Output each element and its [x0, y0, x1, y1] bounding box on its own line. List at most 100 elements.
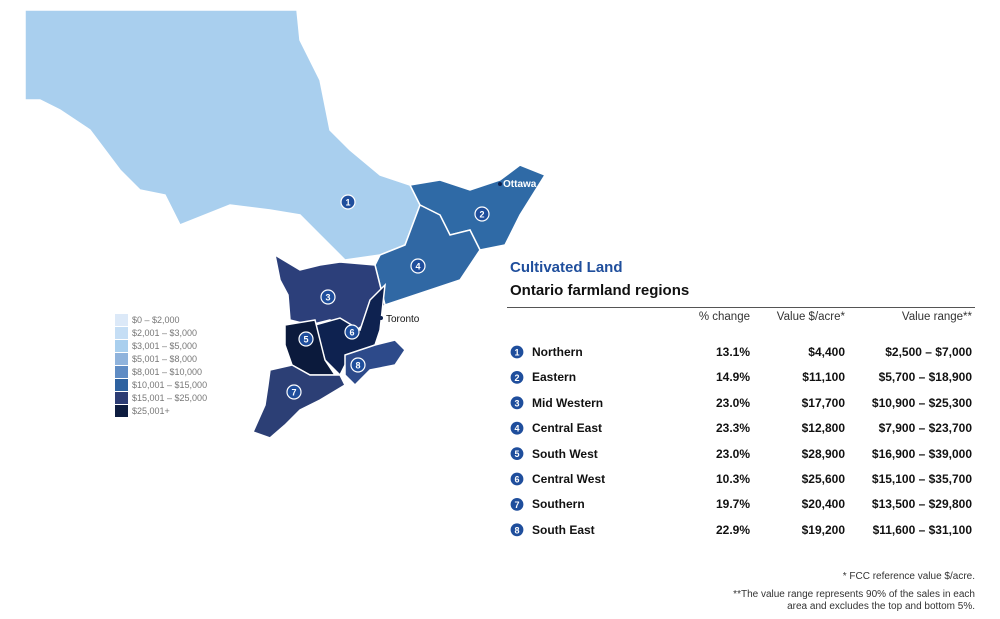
value-per-acre: $4,400	[808, 345, 845, 359]
badge	[509, 522, 525, 538]
badge	[509, 395, 525, 411]
legend-swatch	[115, 314, 128, 326]
badge	[509, 344, 525, 360]
badge	[298, 331, 314, 347]
region-name: Central East	[532, 421, 603, 436]
legend-swatch	[115, 366, 128, 378]
badge-number: 5	[303, 335, 308, 345]
region-4	[374, 203, 481, 306]
region-name: Southern	[532, 497, 585, 512]
badge-number: 8	[514, 525, 519, 535]
footnote: * FCC reference value $/acre.	[842, 571, 975, 582]
value-per-acre: $28,900	[801, 446, 845, 461]
legend-label: $2,001 – $3,000	[132, 328, 197, 338]
value-range: $10,900 – $25,300	[871, 395, 972, 410]
badge	[350, 357, 366, 373]
badge-number: 4	[514, 424, 519, 434]
value-range: $5,700 – $18,900	[878, 370, 972, 385]
badge-number: 4	[415, 262, 420, 272]
city-label: Toronto	[386, 314, 420, 325]
badge-number: 7	[514, 500, 519, 510]
value-per-acre: $17,700	[801, 395, 845, 410]
value-per-acre: $25,600	[801, 472, 845, 486]
badge-number: 5	[514, 449, 519, 459]
legend-label: $5,001 – $8,000	[132, 354, 197, 364]
badge	[509, 496, 525, 512]
region-name: Northern	[532, 345, 583, 359]
legend-label: $10,001 – $15,000	[132, 380, 207, 390]
footnote: **The value range represents 90% of the …	[733, 589, 975, 612]
value-range: $13,500 – $29,800	[871, 497, 972, 512]
region-name: South West	[532, 446, 598, 461]
legend-swatch	[115, 405, 128, 417]
region-name: South East	[532, 522, 595, 537]
value-range: $16,900 – $39,000	[871, 446, 972, 461]
value-per-acre: $19,200	[801, 522, 845, 537]
value-per-acre: $11,100	[802, 370, 845, 385]
value-range: $11,600 – $31,100	[872, 522, 972, 537]
badge	[474, 206, 490, 222]
percent-change: 23.3%	[715, 421, 750, 436]
percent-change: 22.9%	[715, 522, 750, 537]
badge-number: 1	[345, 198, 350, 208]
region-8	[344, 339, 406, 387]
badge-number: 7	[291, 388, 296, 398]
percent-change: 19.7%	[715, 497, 750, 512]
legend: $0 – $2,000 $2,001 – $3,000 $3,001 – $5,00…	[115, 314, 207, 417]
legend-swatch	[115, 392, 128, 404]
percent-change: 10.3%	[715, 472, 750, 486]
badge	[509, 369, 525, 385]
legend-label: $8,001 – $10,000	[132, 367, 202, 377]
badge-number: 3	[514, 398, 519, 408]
legend-label: $15,001 – $25,000	[132, 393, 207, 403]
percent-change: 14.9%	[715, 370, 750, 385]
badge-number: 2	[514, 373, 519, 383]
badge	[286, 384, 302, 400]
value-per-acre: $20,400	[801, 497, 845, 512]
badge-number: 3	[325, 293, 330, 303]
regions	[24, 9, 547, 439]
legend-label: $3,001 – $5,000	[132, 341, 197, 351]
legend-swatch	[115, 327, 128, 339]
table-subtitle: Ontario farmland regions	[510, 282, 690, 299]
badge-number: 6	[349, 328, 354, 338]
city-label: Ottawa	[503, 179, 537, 190]
legend-swatch	[115, 340, 128, 352]
city-dot	[498, 182, 502, 186]
value-range: $2,500 – $7,000	[885, 345, 972, 359]
table-badges: 1 2 3 4 5 6 7 8	[509, 344, 525, 538]
badge	[344, 324, 360, 340]
city-dot	[379, 316, 383, 320]
badge	[509, 446, 525, 462]
column-header: Value $/acre*	[776, 311, 845, 323]
badge-number: 8	[355, 361, 360, 371]
badge-number: 6	[514, 475, 519, 485]
region-7	[251, 364, 346, 439]
value-range: $7,900 – $23,700	[878, 421, 972, 436]
legend-swatch	[115, 379, 128, 391]
badge	[410, 258, 426, 274]
percent-change: 13.1%	[715, 345, 750, 359]
badge	[320, 289, 336, 305]
table-title: Cultivated Land	[510, 259, 623, 276]
region-name: Central West	[532, 472, 606, 486]
badge-number: 1	[514, 348, 519, 358]
value-per-acre: $12,800	[801, 421, 845, 436]
legend-label: $25,001+	[132, 406, 170, 416]
rule	[507, 307, 975, 308]
region-name: Eastern	[532, 370, 577, 385]
badge	[509, 420, 525, 436]
region-name: Mid Western	[532, 395, 604, 410]
percent-change: 23.0%	[715, 446, 750, 461]
legend-label: $0 – $2,000	[132, 315, 180, 325]
column-header: % change	[698, 311, 750, 323]
column-header: Value range**	[901, 311, 972, 323]
region-1	[24, 9, 421, 261]
badge	[509, 471, 525, 487]
region-badges: 1 2 3 4 5 6 7 8	[286, 194, 490, 400]
badge-number: 2	[479, 210, 484, 220]
percent-change: 23.0%	[715, 395, 750, 410]
value-range: $15,100 – $35,700	[871, 472, 972, 486]
